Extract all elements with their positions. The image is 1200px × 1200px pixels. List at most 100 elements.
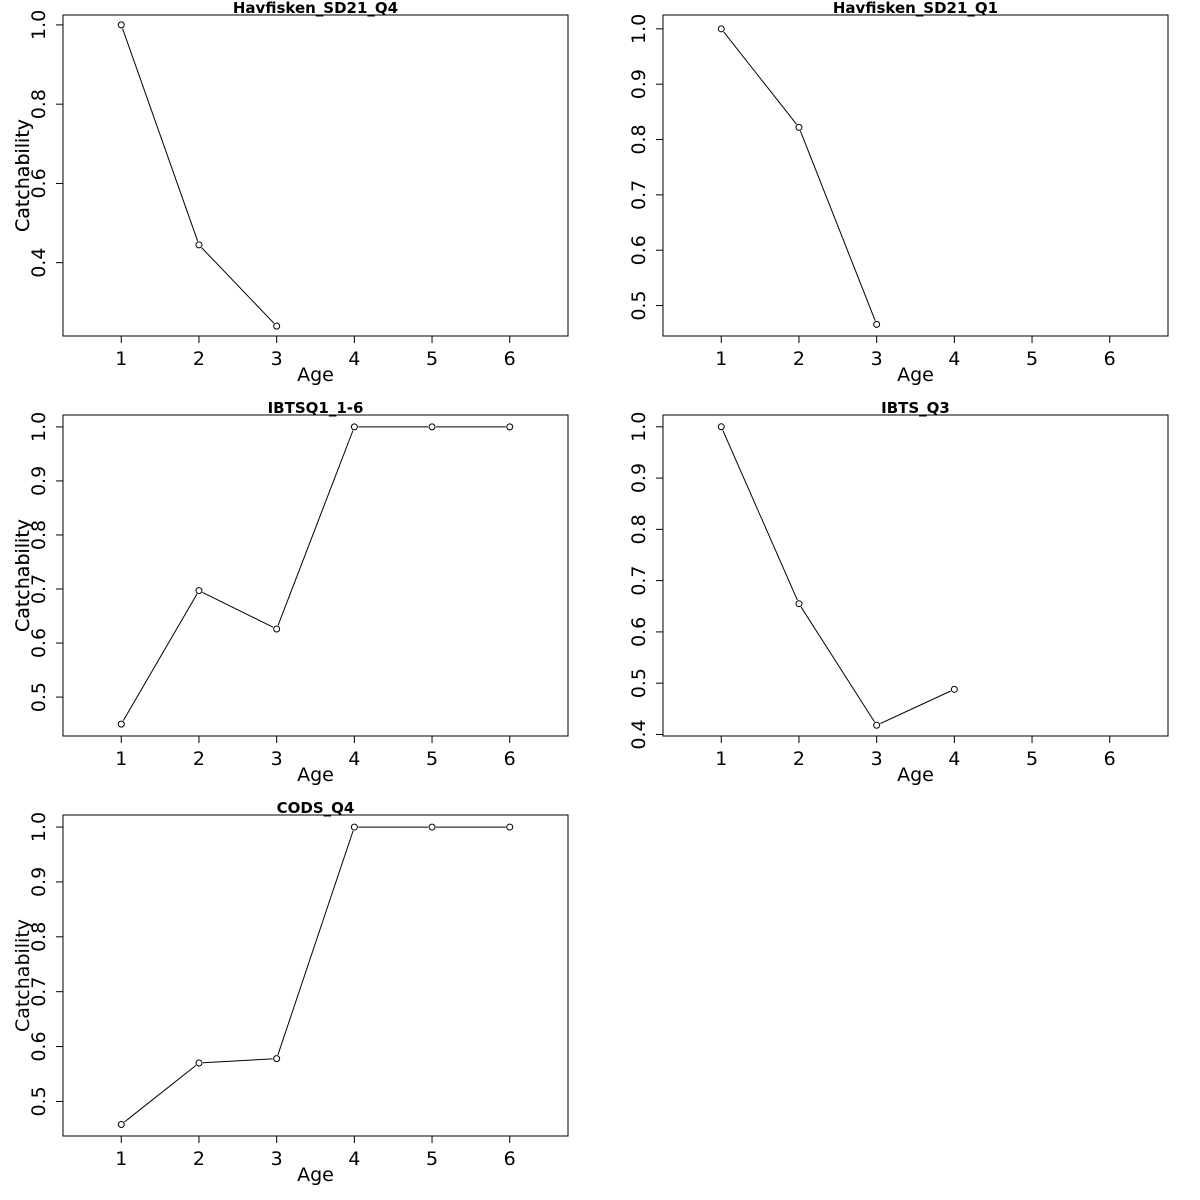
data-point	[950, 685, 958, 693]
series-line-segment	[723, 31, 797, 125]
series-line-segment	[202, 1058, 273, 1064]
data-point	[350, 823, 358, 831]
y-tick-label: 0.6	[628, 617, 650, 647]
x-tick-label: 1	[715, 348, 727, 370]
chart-panel: IBTS_Q3 1 2 3 4 5 6 Age 0.4 0.5 0.6 0.7 0.8 0.9 1.0 Cat…	[12, 399, 1169, 786]
x-tick-label: 1	[715, 748, 727, 770]
data-point	[506, 823, 514, 831]
y-tick-label: 0.6	[28, 168, 50, 198]
chart-panel: Havfisken_SD21_Q4 1 2 3 4 5 6 Age 0.4 0.6 0.8 1.0 Ca…	[12, 0, 569, 386]
y-tick-label: 0.7	[628, 180, 650, 210]
x-tick-label: 1	[115, 348, 127, 370]
chart-panel: CODS_Q4 1 2 3 4 5 6 Age 0.5 0.6 0.7 0.8 0.9 1.0 Catcha…	[12, 799, 569, 1186]
x-tick-label: 6	[504, 748, 516, 770]
x-axis-label: Age	[297, 764, 334, 786]
x-tick-label: 4	[948, 348, 960, 370]
chart-panel: IBTSQ1_1-6 1 2 3 4 5 6 Age 0.5 0.6 0.7 0.8 0.9 1.0 Cat…	[12, 399, 569, 786]
series-line-segment	[800, 606, 875, 723]
y-tick-label: 0.9	[628, 69, 650, 99]
data-point	[117, 720, 125, 728]
y-tick-label: 1.0	[628, 412, 650, 442]
x-axis-label: Age	[297, 1164, 334, 1186]
series-line-segment	[122, 593, 198, 721]
y-tick-label: 0.7	[628, 566, 650, 596]
series-line-segment	[799, 130, 876, 321]
data-point	[428, 423, 436, 431]
y-tick-label: 0.5	[28, 1086, 50, 1116]
y-tick-label: 0.5	[28, 682, 50, 712]
data-point	[195, 241, 203, 249]
series-line-segment	[122, 28, 199, 242]
chart-title: Havfisken_SD21_Q4	[233, 0, 398, 17]
x-tick-label: 2	[793, 348, 805, 370]
x-axis-label: Age	[297, 364, 334, 386]
data-point	[273, 625, 281, 633]
y-tick-label: 0.8	[28, 922, 50, 952]
plot-frame	[62, 14, 569, 337]
x-tick-label: 2	[193, 348, 205, 370]
data-point	[117, 21, 125, 29]
x-tick-label: 1	[115, 1148, 127, 1170]
x-axis-label: Age	[897, 364, 934, 386]
y-axis-label: Catchability	[12, 519, 34, 632]
x-tick-label: 3	[271, 1148, 283, 1170]
series-line-segment	[202, 591, 274, 628]
data-point	[117, 1120, 125, 1128]
x-tick-label: 5	[426, 748, 438, 770]
data-point	[873, 721, 881, 729]
x-tick-label: 6	[504, 1148, 516, 1170]
y-tick-label: 1.0	[28, 812, 50, 842]
y-tick-label: 0.9	[28, 466, 50, 496]
data-point	[273, 322, 281, 330]
data-point	[195, 1059, 203, 1067]
y-tick-label: 0.6	[28, 628, 50, 658]
x-tick-label: 2	[793, 748, 805, 770]
data-point	[428, 823, 436, 831]
x-tick-label: 4	[948, 748, 960, 770]
y-tick-label: 0.7	[28, 977, 50, 1007]
x-tick-label: 5	[1026, 348, 1038, 370]
y-tick-label: 0.6	[28, 1031, 50, 1061]
series-line-segment	[880, 690, 951, 725]
y-tick-label: 0.8	[28, 89, 50, 119]
y-tick-label: 0.9	[628, 463, 650, 493]
y-axis-label: Catchability	[12, 119, 34, 232]
x-axis-label: Age	[897, 764, 934, 786]
plot-frame	[662, 14, 1169, 337]
x-tick-label: 5	[426, 1148, 438, 1170]
chart-panel: Havfisken_SD21_Q1 1 2 3 4 5 6 Age 0.5 0.6 0.7 0.8 0.…	[12, 0, 1169, 386]
data-point	[717, 25, 725, 33]
x-tick-label: 3	[871, 348, 883, 370]
plot-frame	[62, 414, 569, 737]
series-line-segment	[201, 247, 275, 324]
x-tick-label: 3	[271, 348, 283, 370]
y-tick-label: 0.5	[628, 668, 650, 698]
plot-frame	[62, 814, 569, 1137]
chart-title: Havfisken_SD21_Q1	[833, 0, 998, 17]
data-point	[273, 1055, 281, 1063]
y-tick-label: 0.8	[28, 520, 50, 550]
x-tick-label: 1	[115, 748, 127, 770]
x-tick-label: 6	[1104, 348, 1116, 370]
y-tick-label: 0.8	[628, 514, 650, 544]
y-axis-label: Catchability	[12, 119, 34, 232]
data-point	[795, 123, 803, 131]
y-tick-label: 1.0	[628, 14, 650, 44]
data-point	[350, 423, 358, 431]
x-tick-label: 3	[271, 748, 283, 770]
x-tick-label: 4	[348, 1148, 360, 1170]
y-tick-label: 0.4	[628, 719, 650, 749]
chart-title: IBTS_Q3	[881, 399, 950, 417]
x-tick-label: 3	[871, 748, 883, 770]
chart-title: CODS_Q4	[277, 799, 355, 817]
series-line-segment	[124, 1065, 197, 1123]
series-line-segment	[277, 830, 354, 1055]
x-tick-label: 6	[1104, 748, 1116, 770]
data-point	[873, 320, 881, 328]
y-tick-label: 1.0	[28, 412, 50, 442]
y-tick-label: 0.6	[628, 235, 650, 265]
x-tick-label: 4	[348, 748, 360, 770]
y-tick-label: 0.5	[628, 290, 650, 320]
plot-frame	[662, 414, 1169, 737]
